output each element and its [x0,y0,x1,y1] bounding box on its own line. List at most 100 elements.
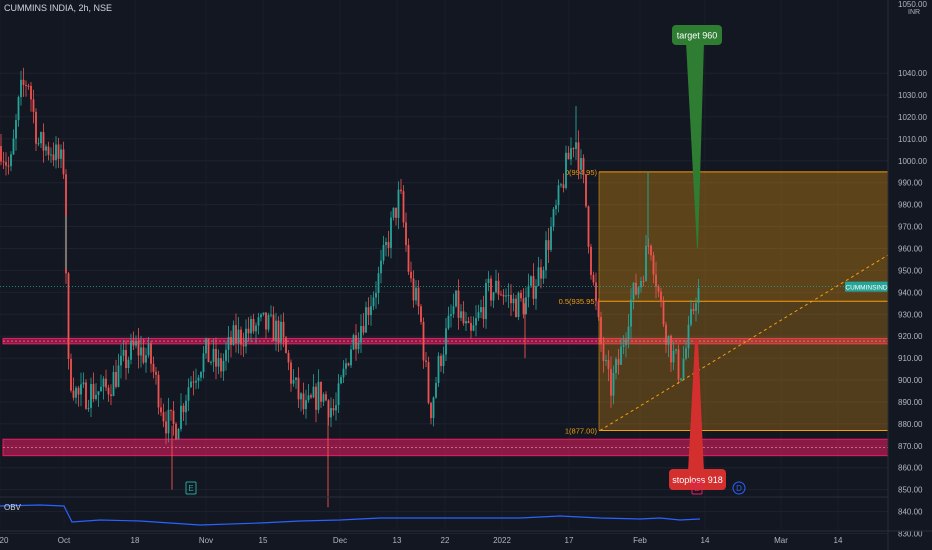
candle-body [362,326,365,333]
candle-body [150,343,152,364]
candle-body [302,393,305,410]
candle-body [392,207,395,218]
candle-body [665,324,667,345]
time-axis[interactable]: 20 Oct 18 Nov 15 Dec 13 22 2022 17 Feb 14 Mar 14 [0,530,932,545]
symbol-tag-bg [845,281,888,292]
time-tick-label: 22 [441,536,450,545]
candle-body [490,278,492,301]
candle-body [147,343,150,356]
candle-body [572,148,575,150]
candle-body [325,394,327,401]
candle-body [542,270,545,279]
candle-body [205,338,207,354]
candle-body [292,379,295,384]
candle-body [250,319,252,334]
candle-body [635,282,637,295]
candle-body [620,346,622,365]
candle-body [557,185,560,206]
candle-body [565,152,567,189]
price-tick-label: 930.00 [898,310,923,319]
candle-body [215,348,217,367]
candle-body [110,394,112,396]
candle-body [280,321,282,343]
candle-body [105,378,107,388]
candle-body [212,348,215,362]
candle-body [185,400,187,413]
candle-body [192,381,195,383]
candle-body [517,292,520,318]
candle-body [610,368,612,396]
price-tick-label: 890.00 [898,398,923,407]
candle-body [365,307,367,333]
candle-body [130,341,132,360]
candle-body [210,361,212,363]
price-tick-label: 910.00 [898,354,923,363]
candle-body [400,189,402,192]
time-tick-label: 20 [0,536,9,545]
candle-body [415,287,417,301]
time-tick-label: 14 [701,536,710,545]
candle-body [427,361,430,403]
candle-body [182,405,185,413]
candle-body [245,328,247,347]
candle-body [312,386,315,398]
candle-body [382,245,385,261]
time-tick-label: Feb [633,536,647,545]
time-tick-label: 2022 [493,536,511,545]
candle-body [537,267,540,287]
candle-body [12,138,15,155]
time-tick-label: 13 [393,536,402,545]
candle-body [75,387,77,398]
candle-body [455,290,457,307]
candle-body [137,340,140,356]
candle-body [642,280,645,282]
candle-body [697,287,700,304]
candle-body [125,350,127,369]
candle-body [477,312,480,319]
candle-body [82,382,85,385]
candle-body [262,312,265,315]
trend-line [599,254,889,431]
candle-body [535,286,537,299]
candle-body [655,274,657,287]
candle-body [437,355,440,383]
candle-body [257,317,260,326]
candle-body [667,335,670,345]
candle-body [72,390,75,398]
candle-body [305,400,307,410]
candle-body [142,347,145,363]
fib-box-upper [599,171,888,302]
candle-body [602,344,605,362]
obv-line [0,504,701,526]
candle-body [77,387,80,395]
candle-body [22,79,25,85]
candle-body [515,298,517,318]
candle-body [7,165,10,167]
fib-level-label: 1(877.00) [565,426,598,435]
candle-body [690,309,692,325]
candle-body [485,283,487,320]
candle-body [412,278,415,301]
candle-body [432,397,435,419]
candle-body [0,146,2,162]
candle-body [275,320,277,342]
candle-body [570,148,572,160]
event-marker-0 [185,481,197,495]
candle-body [525,297,527,315]
candle-body [240,329,242,345]
candle-body [492,292,495,301]
candle-body [595,282,597,302]
price-axis[interactable]: 1040.00 1030.00 1020.00 1010.00 1000.00 990.0… [887,0,932,550]
candle-body [507,295,510,297]
candle-body [265,312,267,330]
candle-body [155,371,157,375]
candle-body [687,324,690,349]
candle-body [580,158,582,170]
time-tick-label: Dec [333,536,347,545]
price-tick-label: 970.00 [898,223,923,232]
candle-body [445,328,447,355]
candle-body [55,144,57,161]
candle-body [555,205,557,210]
event-marker-label: E [188,484,193,493]
